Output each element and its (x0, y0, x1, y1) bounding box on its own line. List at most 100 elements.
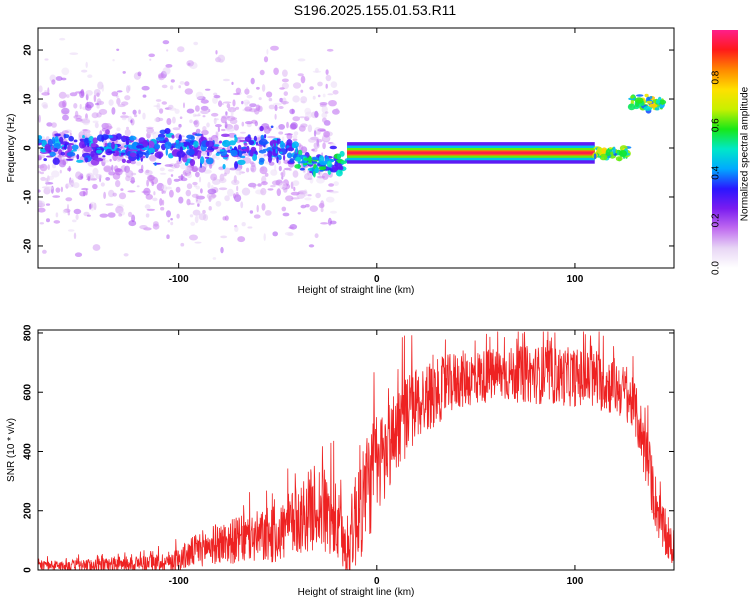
spectrogram-blob (61, 77, 67, 81)
spectrogram-blob (241, 121, 245, 127)
spectrogram-blob (309, 86, 314, 90)
spectrogram-blob (45, 186, 54, 191)
spectrogram-blob (250, 146, 257, 152)
spectrogram-blob (67, 204, 69, 212)
spectrogram-blob (124, 129, 131, 137)
spectrogram-blob (66, 151, 76, 157)
spectrogram-blob (315, 138, 323, 143)
spectrogram-blob (202, 126, 207, 132)
spectrogram-blob (229, 140, 236, 146)
spectrogram-blob (245, 121, 253, 125)
spectrogram-blob (252, 185, 256, 189)
spectrogram-blob (175, 186, 181, 193)
spectrogram-blob (292, 170, 299, 178)
spectrogram-blob (243, 142, 248, 146)
spectrogram-blob (238, 150, 243, 158)
spectrogram-blob (51, 79, 56, 85)
snr-ticks: -100 0 100 0 200 400 600 800 (23, 324, 674, 587)
spectrogram-blob (109, 158, 112, 162)
spectrogram-blob (330, 210, 337, 214)
spectrogram-blob (96, 92, 100, 98)
spectrogram-blob (218, 187, 228, 191)
y-tick-label: -10 (23, 189, 34, 204)
spectrogram-blob (658, 99, 667, 105)
spectrogram-blob (195, 128, 201, 134)
spectrogram-blob (82, 135, 85, 139)
x-tick-label: 0 (374, 576, 380, 587)
spectrogram-blob (147, 131, 156, 135)
spectrogram-blob (92, 167, 99, 176)
spectrogram-blob (146, 179, 150, 187)
snr-marks (38, 331, 674, 570)
spectrogram-blob (160, 206, 165, 211)
spectrogram-blob (103, 191, 106, 199)
spectrogram-blob (272, 231, 279, 237)
y-tick-label: 10 (23, 93, 34, 105)
spectrogram-blob (167, 169, 174, 172)
spectrogram-blob (233, 193, 236, 199)
spectrogram-blob (94, 157, 104, 162)
spectrogram-blob (92, 137, 98, 144)
spectrogram-blob (311, 148, 315, 152)
spectrogram-blob (256, 86, 260, 90)
spectrogram-blob (89, 203, 92, 210)
spectrogram-blob (328, 183, 334, 187)
spectrogram-blob (76, 154, 80, 160)
spectrogram-blob (241, 100, 244, 105)
spectrogram-blob (62, 130, 69, 134)
spectrogram-blob (330, 190, 339, 194)
spectrogram-blob (82, 117, 91, 126)
spectrogram-blob (247, 226, 253, 229)
spectrogram-blob (152, 197, 158, 202)
spectrogram-blob (282, 212, 290, 217)
spectrogram-blob (288, 168, 292, 172)
snr-y-axis-label: SNR (10 * v/v) (6, 418, 17, 482)
spectrogram-blob (316, 175, 326, 179)
spectrogram-blob (126, 126, 129, 130)
spectrogram-blob (79, 138, 84, 141)
spectrogram-blob (241, 146, 247, 149)
spectrogram-blob (170, 174, 174, 177)
spectrogram-blob (42, 249, 47, 254)
spectrogram-blob (322, 142, 326, 150)
spectrogram-blob (165, 186, 172, 190)
spectrogram-blob (234, 136, 238, 143)
spectrogram-blob (108, 99, 114, 106)
spectrogram-blob (94, 122, 99, 129)
spectrogram-blob (116, 90, 123, 93)
spectrogram-blob (153, 105, 160, 108)
spectrogram-blob (314, 110, 319, 118)
spectrogram-blob (165, 64, 173, 68)
snr-x-axis-label: Height of straight line (km) (298, 587, 415, 598)
spectrogram-blob (229, 118, 238, 125)
spectrogram-blob (278, 124, 285, 130)
spectrogram-blob (263, 56, 269, 63)
spectrogram-blob (286, 139, 293, 147)
spectrogram-blob (223, 142, 227, 145)
spectrogram-blob (168, 107, 177, 111)
spectrogram-blob (167, 219, 170, 223)
spectrogram-blob (273, 67, 279, 76)
spectrogram-blob (103, 165, 112, 173)
y-tick-label: 400 (23, 443, 34, 460)
spectrogram-blob (54, 135, 59, 142)
spectrogram-blob (38, 200, 45, 207)
spectrogram-blob (189, 119, 193, 124)
spectrogram-blob (148, 53, 155, 58)
spectrogram-blob (188, 144, 194, 150)
spectrogram-blob (271, 180, 281, 186)
spectrogram-blob (205, 150, 214, 153)
spectrogram-blob (184, 81, 190, 87)
spectrogram-blob (38, 139, 43, 144)
spectrogram-blob (122, 111, 126, 115)
spectrogram-blob (184, 162, 189, 166)
spectrogram-blob (212, 154, 217, 159)
spectrogram-blob (59, 169, 62, 174)
spectrogram-blob (186, 149, 195, 156)
y-tick-label: 800 (23, 324, 34, 341)
spectrogram-blob (154, 151, 164, 158)
spectrogram-blob (73, 103, 78, 109)
spectrogram-blob (84, 138, 89, 146)
spectrogram-blob (46, 122, 53, 127)
